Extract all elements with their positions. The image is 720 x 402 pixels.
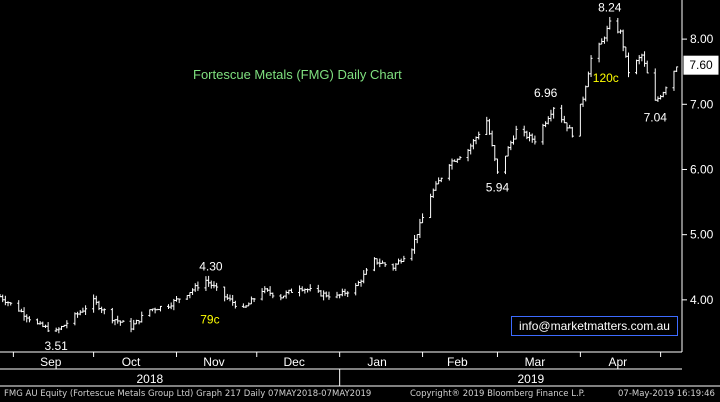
last-price-label: 7.60: [689, 58, 713, 72]
plot-area: [0, 16, 679, 334]
labels: 7.60 3.51 4.30 79c 5.94 6.96 8.24 120c 7.04: [44, 0, 719, 353]
footer: FMG AU Equity (Fortescue Metals Group Lt…: [0, 387, 720, 402]
contact-email: info@marketmatters.com.au: [511, 316, 678, 336]
price-annotation: 4.30: [199, 259, 223, 273]
x-tick-label: Mar: [525, 355, 546, 369]
y-tick-label: 8.00: [690, 32, 714, 46]
footer-copyright: Copyright® 2019 Bloomberg Finance L.P.: [410, 389, 586, 399]
x-tick-label: Jan: [367, 355, 386, 369]
price-annotation: 5.94: [486, 180, 510, 194]
x-tick-label: Oct: [122, 355, 141, 369]
footer-security-info: FMG AU Equity (Fortescue Metals Group Lt…: [4, 389, 372, 399]
y-tick-label: 5.00: [690, 228, 714, 242]
x-tick-label: Dec: [284, 355, 305, 369]
axes: 4.00 5.00 6.00 7.00 8.00 Sep Oct Nov Dec Jan Feb Ma…: [0, 0, 720, 387]
x-tick-label: Nov: [203, 355, 224, 369]
price-annotation: 120c: [593, 71, 619, 85]
price-annotation: 3.51: [44, 339, 68, 353]
y-tick-label: 4.00: [690, 293, 714, 307]
y-tick-label: 6.00: [690, 162, 714, 176]
last-price-tag: [683, 55, 719, 75]
price-annotation: 79c: [200, 313, 219, 327]
price-annotation: 6.96: [534, 86, 558, 100]
y-tick-label: 7.00: [690, 97, 714, 111]
chart-title: Fortescue Metals (FMG) Daily Chart: [193, 67, 402, 82]
footer-timestamp: 07-May-2019 16:19:46: [618, 389, 715, 399]
x-tick-label: Sep: [40, 355, 62, 369]
year-label: 2018: [136, 372, 163, 386]
price-annotation: 7.04: [644, 111, 668, 125]
x-tick-label: Feb: [447, 355, 468, 369]
price-annotation: 8.24: [598, 0, 622, 14]
year-label: 2019: [517, 372, 544, 386]
x-tick-label: Apr: [608, 355, 627, 369]
